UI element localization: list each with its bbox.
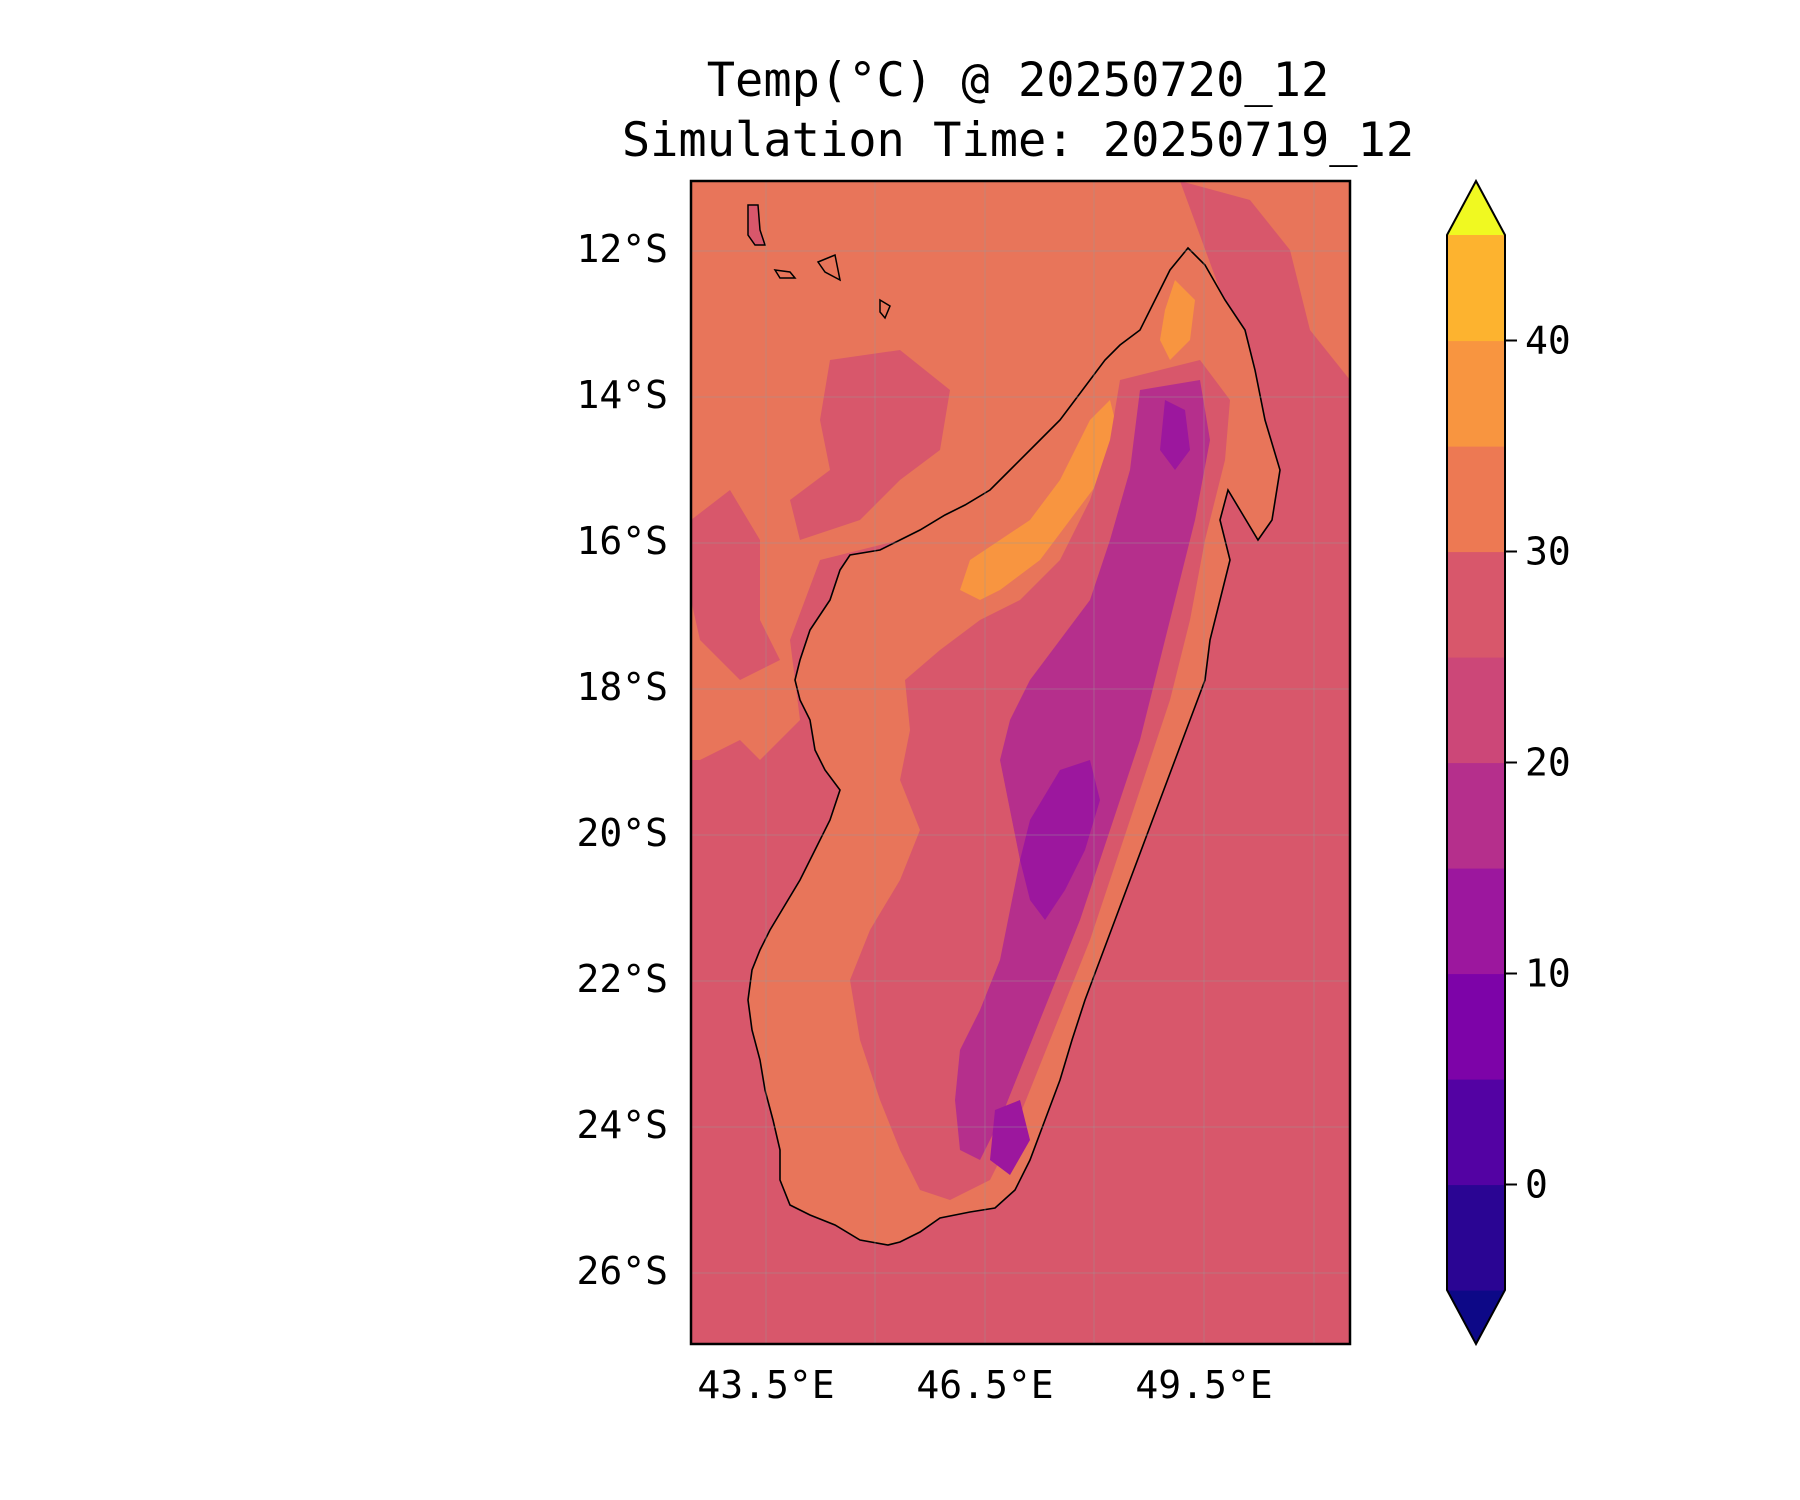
cool-ocean-patch-west: [691, 490, 780, 680]
lat-tick-24s: 24°S: [576, 1103, 668, 1147]
colorbar-tick-label: 0: [1525, 1163, 1548, 1207]
colorbar-segment: [1447, 551, 1505, 658]
colorbar-ticks: 0 10 20 30 40: [1505, 319, 1571, 1207]
hot-region-north: [960, 400, 1120, 600]
lon-tick-46-5e: 46.5°E: [916, 1363, 1053, 1407]
comoros-island-2: [773, 269, 797, 279]
colorbar-extend-high: [1447, 181, 1505, 235]
lat-tick-12s: 12°S: [576, 227, 668, 271]
lon-tick-49-5e: 49.5°E: [1135, 1363, 1272, 1407]
coldest-core-region: [1020, 760, 1100, 920]
gridlines: [691, 181, 1350, 1344]
colorbar-tick-label: 10: [1525, 952, 1571, 996]
lat-tick-16s: 16°S: [576, 519, 668, 563]
colorbar-tick-label: 20: [1525, 741, 1571, 785]
map-panel: 12°S 14°S 16°S 18°S 20°S 22°S 24°S 26°S …: [576, 179, 1352, 1407]
lat-tick-labels: 12°S 14°S 16°S 18°S 20°S 22°S 24°S 26°S: [576, 227, 668, 1293]
colorbar-segment: [1447, 973, 1505, 1080]
colorbar-segment: [1447, 868, 1505, 975]
lat-tick-14s: 14°S: [576, 373, 668, 417]
colorbar-tick-label: 30: [1525, 530, 1571, 574]
colorbar-segment: [1447, 657, 1505, 764]
colorbar-segment: [1447, 1079, 1505, 1186]
colorbar-extend-low: [1447, 1290, 1505, 1344]
mayotte-island: [879, 298, 891, 320]
lat-tick-18s: 18°S: [576, 665, 668, 709]
cool-ocean-patch: [790, 350, 950, 540]
comoros-island-3: [816, 253, 842, 282]
comoros-island-1: [747, 204, 767, 246]
title-line-1: Temp(°C) @ 20250720_12: [707, 53, 1330, 108]
hot-region-northeast: [1160, 280, 1195, 360]
colorbar-segments: [1447, 181, 1505, 1344]
colorbar-tick-label: 40: [1525, 319, 1571, 363]
cold-patch-south: [990, 1100, 1030, 1175]
lon-tick-labels: 43.5°E 46.5°E 49.5°E: [697, 1363, 1272, 1407]
lat-tick-26s: 26°S: [576, 1249, 668, 1293]
cold-patch-north: [1160, 400, 1190, 470]
map-frame: [689, 179, 1352, 1346]
colorbar-segment: [1447, 446, 1505, 553]
colorbar-segment: [1447, 762, 1505, 869]
colorbar: 0 10 20 30 40: [1446, 178, 1571, 1347]
lat-tick-22s: 22°S: [576, 957, 668, 1001]
colorbar-segment: [1447, 235, 1505, 342]
colorbar-segment: [1447, 1184, 1505, 1291]
colorbar-outline: [1446, 178, 1506, 1347]
lon-tick-43-5e: 43.5°E: [697, 1363, 834, 1407]
lat-tick-20s: 20°S: [576, 811, 668, 855]
colorbar-segment: [1447, 340, 1505, 447]
title-line-2: Simulation Time: 20250719_12: [622, 113, 1414, 168]
